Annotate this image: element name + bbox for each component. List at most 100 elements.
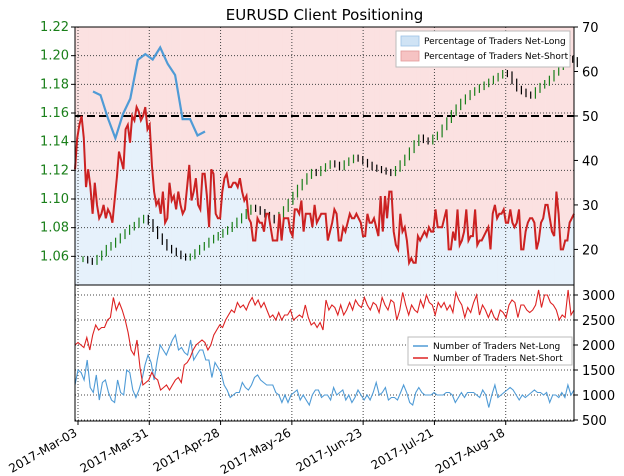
band-net-short-area [407, 27, 411, 263]
x-tick-label: 2017-Jun-23 [294, 425, 365, 474]
band-net-long-area [525, 222, 529, 285]
band-net-short-area [425, 27, 428, 237]
band-net-long-area [403, 227, 406, 285]
band-net-short-area [83, 27, 87, 139]
band-net-short-area [175, 27, 179, 210]
band-net-short-area [107, 27, 111, 210]
series-line-net-short-count [74, 289, 575, 392]
band-net-short-area [510, 27, 514, 223]
band-net-short-area [322, 27, 325, 214]
band-net-short-area [429, 27, 433, 232]
bottom-legend: Number of Traders Net-Long Number of Tra… [407, 336, 573, 366]
top-right-axis: 20 30 40 50 60 70 [574, 21, 599, 258]
band-net-long-area [269, 227, 273, 285]
band-net-long-area [191, 200, 194, 285]
band-net-long-area [142, 115, 146, 285]
band-net-short-area [366, 27, 369, 214]
band-net-short-area [206, 27, 209, 197]
band-net-short-area [455, 27, 459, 210]
band-net-short-area [269, 27, 273, 228]
band-net-short-area [204, 27, 207, 174]
band-net-long-area [171, 200, 174, 285]
band-net-short-area [160, 27, 163, 214]
band-net-short-area [315, 27, 319, 223]
band-net-long-area [250, 222, 253, 285]
band-net-short-area [245, 27, 249, 197]
band-net-long-area [536, 240, 540, 285]
band-net-short-area [346, 27, 349, 223]
bottom-right-tick-label: 3000 [582, 289, 615, 304]
top-left-axis: 1.06 1.08 1.10 1.12 1.14 1.16 1.18 1.20 1.22 [40, 20, 75, 264]
band-net-short-area [554, 27, 557, 192]
band-net-long-area [466, 240, 470, 285]
band-net-short-area [458, 27, 461, 245]
band-net-short-area [442, 27, 446, 219]
band-net-short-area [149, 27, 152, 125]
band-net-long-area [394, 244, 398, 285]
band-net-long-area [571, 213, 575, 285]
band-net-long-area [149, 124, 152, 285]
band-net-long-area [300, 200, 304, 285]
band-net-long-area [414, 262, 417, 285]
bottom-right-tick-label: 500 [582, 414, 607, 429]
band-net-short-area [418, 27, 422, 241]
band-net-long-area [306, 213, 310, 285]
band-net-short-area [436, 27, 439, 228]
band-net-short-area [519, 27, 522, 250]
band-net-long-area [136, 107, 139, 285]
band-net-long-area [293, 209, 297, 285]
band-net-long-area [276, 240, 279, 285]
band-net-short-area [101, 27, 104, 214]
band-net-long-area [221, 191, 225, 285]
chart-title: EURUSD Client Positioning [226, 6, 424, 24]
band-net-long-area [280, 240, 284, 285]
band-net-long-area [123, 169, 126, 285]
band-net-long-area [344, 231, 347, 285]
legend-swatch-net-long-percent [400, 35, 420, 47]
band-net-long-area [510, 222, 514, 285]
band-net-short-area [199, 27, 203, 210]
band-net-short-area [90, 27, 93, 188]
band-net-short-area [390, 27, 393, 192]
band-net-long-area [116, 178, 120, 285]
band-net-long-area [370, 222, 374, 285]
band-net-long-area [236, 187, 240, 285]
band-net-long-area [302, 231, 306, 285]
band-net-short-area [263, 27, 266, 232]
band-net-short-area [258, 27, 262, 223]
band-net-short-area [501, 27, 505, 210]
band-net-short-area [348, 27, 352, 214]
band-net-short-area [92, 27, 96, 214]
band-net-short-area [271, 27, 275, 241]
band-net-long-area [129, 142, 133, 285]
band-net-long-area [479, 240, 483, 285]
band-net-short-area [567, 27, 571, 223]
band-net-long-area [127, 124, 131, 285]
band-net-long-area [118, 151, 122, 285]
band-net-short-area [215, 27, 218, 214]
band-net-short-area [296, 27, 299, 210]
band-net-long-area [112, 222, 115, 285]
band-net-long-area [519, 249, 522, 285]
band-net-long-area [206, 196, 209, 285]
band-net-short-area [372, 27, 376, 219]
band-net-long-area [497, 213, 500, 285]
band-net-long-area [92, 213, 96, 285]
band-net-long-area [239, 178, 242, 285]
band-net-long-area [304, 213, 308, 285]
band-net-short-area [77, 27, 80, 139]
band-net-long-area [166, 218, 170, 285]
band-net-short-area [118, 27, 122, 152]
band-net-long-area [160, 213, 163, 285]
top-legend: Percentage of Traders Net-Long Percentag… [395, 30, 571, 68]
right-tick-label: 40 [582, 154, 599, 169]
band-net-short-area [556, 27, 560, 214]
right-tick-label: 50 [582, 110, 599, 125]
band-net-short-area [88, 27, 91, 170]
top-legend-box [395, 30, 571, 68]
band-net-short-area [394, 27, 398, 245]
band-net-short-area [499, 27, 503, 214]
band-net-short-area [267, 27, 271, 214]
band-net-long-area [326, 240, 330, 285]
band-net-long-area [134, 120, 137, 285]
